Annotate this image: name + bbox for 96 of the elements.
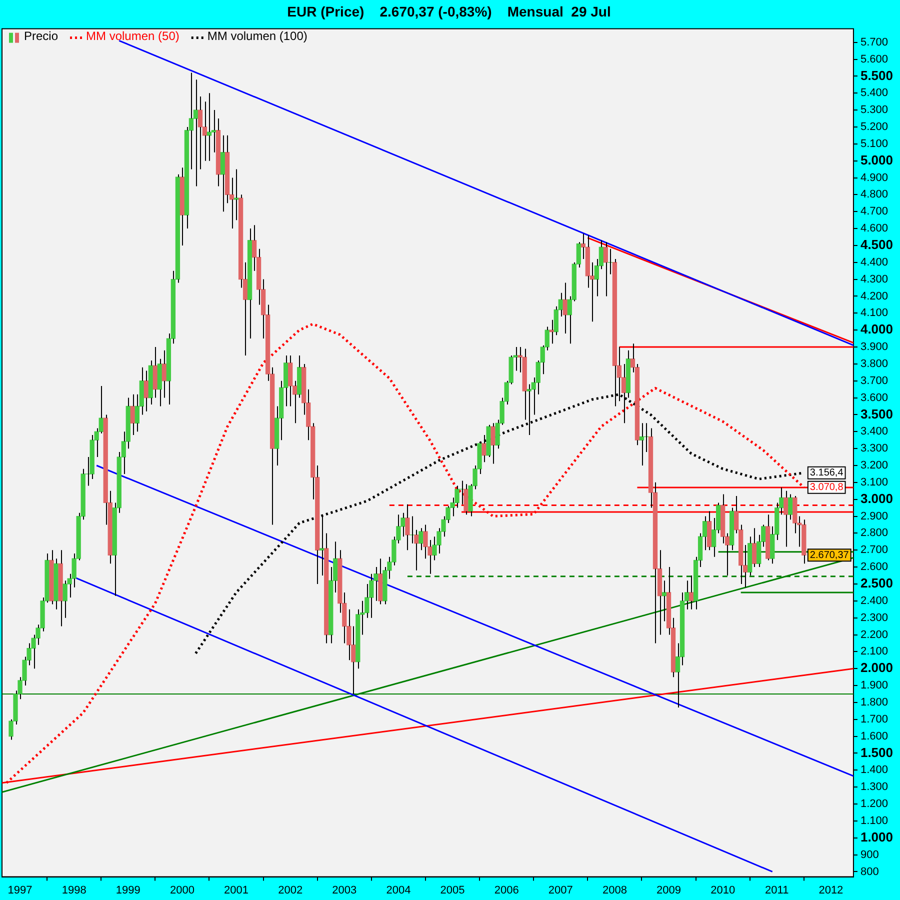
candlestick (720, 494, 726, 544)
candlestick (784, 490, 788, 548)
x-tick-label: 1999 (116, 884, 140, 896)
x-tick-label: 1998 (62, 884, 86, 896)
annotation: 2.670,37 (810, 550, 850, 561)
y-tick-label: 4.300 (860, 273, 888, 286)
y-tick-label: 2.900 (860, 510, 888, 522)
candlestick (706, 510, 712, 551)
candlestick (662, 580, 667, 622)
candlestick (562, 282, 568, 334)
y-tick-label: 5.700 (860, 36, 888, 48)
x-tick-label: 2002 (278, 884, 303, 896)
y-tick-label: 3.500 (860, 406, 894, 422)
x-tick-label: 2006 (494, 884, 519, 896)
candlestick (152, 346, 158, 398)
x-tick-label: 2007 (548, 884, 573, 896)
y-tick-label: 4.400 (860, 256, 888, 268)
x-tick-label: 2009 (656, 884, 681, 896)
y-tick-label: 3.100 (860, 476, 888, 488)
y-tick-label: 5.300 (860, 104, 888, 116)
candlestick (206, 92, 212, 162)
candlestick (288, 354, 293, 407)
candlestick (464, 484, 468, 516)
x-tick-label: 2010 (710, 884, 736, 896)
legend-label: MM volumen (100) (207, 29, 308, 44)
candlestick (405, 504, 410, 551)
y-tick-label: 2.800 (860, 527, 888, 540)
y-tick-label: 800 (860, 866, 879, 878)
annotation: 3.070,8 (810, 482, 844, 494)
candlestick (423, 524, 428, 560)
candlestick (49, 550, 54, 605)
y-tick-label: 5.400 (860, 87, 888, 100)
x-tick-label: 1997 (8, 884, 32, 896)
y-tick-label: 2.300 (860, 612, 888, 624)
candlestick (220, 134, 226, 212)
y-tick-label: 3.700 (860, 374, 888, 387)
y-tick-label: 4.200 (860, 290, 888, 302)
chart-title: EUR (Price) 2.670,37 (-0,83%) Mensual 29 Jul (287, 3, 611, 20)
y-tick-label: 2.600 (860, 561, 888, 574)
x-tick-label: 2004 (386, 884, 411, 896)
candlestick (54, 558, 58, 610)
y-tick-label: 1.600 (860, 730, 888, 742)
legend-label: Precio (24, 29, 58, 44)
x-tick-label: 2001 (224, 884, 249, 896)
x-tick-label: 2000 (170, 884, 194, 896)
y-tick-label: 2.100 (860, 646, 888, 658)
y-tick-label: 1.100 (860, 814, 888, 827)
y-tick-label: 1.200 (860, 798, 888, 810)
y-tick-label: 3.900 (860, 341, 888, 354)
y-tick-label: 2.400 (860, 594, 888, 607)
y-tick-label: 4.600 (860, 222, 888, 235)
x-tick-label: 2003 (332, 884, 357, 896)
x-tick-label: 2011 (765, 884, 789, 896)
y-tick-label: 4.000 (860, 322, 894, 337)
y-tick-label: 4.800 (860, 188, 888, 201)
y-tick-label: 900 (860, 848, 879, 861)
y-tick-label: 2.000 (860, 660, 894, 676)
y-tick-label: 3.300 (860, 442, 888, 455)
y-tick-label: 3.200 (860, 460, 888, 472)
y-tick-label: 4.700 (860, 206, 888, 218)
x-tick-label: 2008 (602, 884, 627, 896)
candlestick (522, 348, 527, 420)
y-tick-label: 4.900 (860, 172, 888, 184)
y-tick-label: 1.800 (860, 696, 888, 708)
x-tick-label: 2005 (440, 884, 465, 896)
candlestick (603, 242, 608, 297)
y-tick-label: 3.400 (860, 426, 888, 438)
y-tick-label: 4.100 (860, 307, 888, 320)
y-tick-label: 5.100 (860, 138, 888, 150)
y-tick-label: 4.500 (860, 237, 894, 252)
y-tick-label: 1.000 (860, 829, 894, 844)
candlestick (378, 558, 383, 605)
y-tick-label: 1.900 (860, 680, 888, 692)
y-tick-label: 1.500 (860, 744, 894, 760)
candlestick (688, 575, 694, 610)
y-tick-label: 1.300 (860, 781, 888, 794)
candlestick (490, 422, 496, 464)
y-tick-label: 5.600 (860, 53, 888, 66)
y-tick-label: 2.700 (860, 544, 888, 556)
y-tick-label: 3.600 (860, 392, 888, 404)
candlestick (58, 550, 63, 627)
y-tick-label: 3.800 (860, 358, 888, 370)
y-tick-label: 5.200 (860, 121, 888, 134)
candlestick (792, 495, 798, 534)
y-tick-label: 1.700 (860, 713, 888, 726)
y-tick-label: 2.200 (860, 628, 888, 641)
y-tick-label: 5.000 (860, 152, 894, 168)
candlestick (144, 370, 148, 412)
y-tick-label: 3.000 (860, 490, 894, 506)
y-tick-label: 1.400 (860, 764, 888, 776)
y-tick-label: 5.500 (860, 68, 894, 83)
y-tick-label: 2.500 (860, 576, 894, 591)
candlestick (766, 514, 770, 561)
x-tick-label: 2012 (818, 884, 844, 896)
legend-label: MM volumen (50) (86, 29, 180, 44)
annotation: 3.156,4 (810, 468, 844, 479)
